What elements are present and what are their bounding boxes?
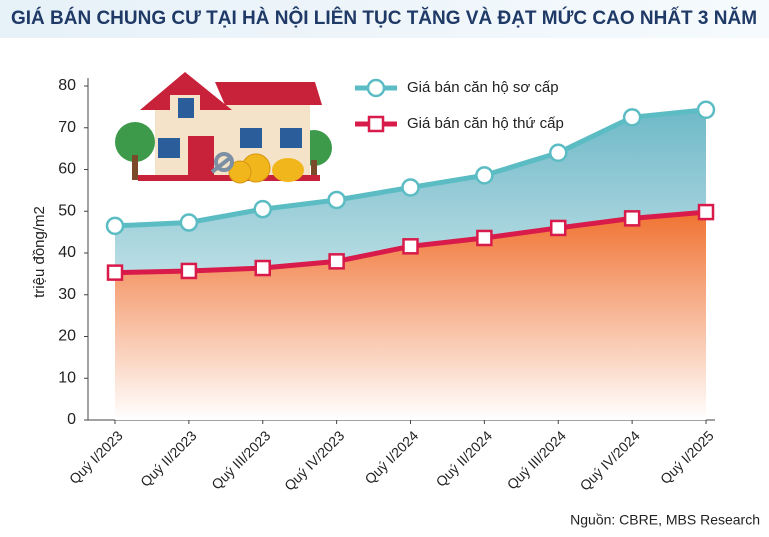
x-tick-label: Quý IV/2024 <box>577 427 643 493</box>
x-tick-label: Quý I/2024 <box>361 427 421 487</box>
marker <box>327 190 346 210</box>
marker <box>106 264 124 281</box>
title-band <box>0 0 769 38</box>
marker <box>105 216 125 236</box>
x-tick-label: Quý II/2023 <box>137 427 200 490</box>
house-illustration <box>115 72 332 184</box>
y-tick-label: 0 <box>67 411 76 428</box>
marker <box>180 262 198 280</box>
marker <box>328 253 345 270</box>
y-tick-label: 10 <box>58 369 76 386</box>
marker <box>697 203 715 221</box>
legend-label: Giá bán căn hộ sơ cấp <box>407 79 559 96</box>
marker <box>696 100 716 120</box>
x-tick-label: Quý II/2024 <box>433 427 496 490</box>
y-tick-label: 70 <box>58 119 76 136</box>
legend-label: Giá bán căn hộ thứ cấp <box>407 115 564 132</box>
chart-title: GIÁ BÁN CHUNG CƯ TẠI HÀ NỘI LIÊN TỤC TĂN… <box>11 7 757 29</box>
marker <box>550 219 567 237</box>
y-tick-label: 20 <box>58 328 76 345</box>
area <box>115 212 706 420</box>
legend-marker <box>366 78 386 98</box>
marker <box>623 210 641 227</box>
marker <box>549 143 568 163</box>
x-tick-label: Quý III/2024 <box>504 427 569 492</box>
x-tick-label: Quý I/2023 <box>66 427 126 487</box>
x-tick-label: Quý III/2023 <box>208 427 273 492</box>
y-tick-label: 50 <box>58 202 76 219</box>
marker <box>401 178 420 197</box>
marker <box>179 213 199 232</box>
y-tick-label: 80 <box>58 77 76 94</box>
x-tick-label: Quý I/2025 <box>657 427 717 487</box>
marker <box>622 108 642 127</box>
source: Nguồn: CBRE, MBS Research <box>570 512 760 528</box>
marker <box>475 166 494 185</box>
x-tick-label: Quý IV/2023 <box>281 427 347 493</box>
marker <box>254 259 271 277</box>
legend-marker <box>367 115 385 133</box>
marker <box>402 238 419 255</box>
y-tick-label: 60 <box>58 161 76 178</box>
marker <box>476 229 493 247</box>
y-tick-label: 30 <box>58 286 76 303</box>
y-axis-label: triệu đồng/m2 <box>31 206 48 298</box>
marker <box>253 199 272 219</box>
y-tick-label: 40 <box>58 244 76 261</box>
